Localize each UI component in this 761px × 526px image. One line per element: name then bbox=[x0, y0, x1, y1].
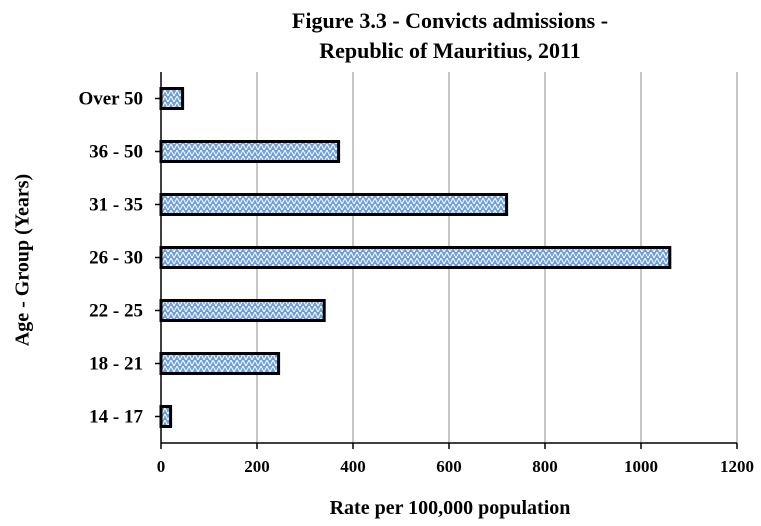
bar bbox=[159, 299, 326, 322]
chart-title-line-2: Republic of Mauritius, 2011 bbox=[319, 38, 581, 63]
y-tick-label: Over 50 bbox=[78, 89, 143, 110]
bar bbox=[159, 140, 341, 163]
x-tick-label: 600 bbox=[436, 457, 462, 476]
y-tick-label: 18 - 21 bbox=[89, 354, 143, 375]
x-tick-label: 400 bbox=[340, 457, 366, 476]
bar bbox=[159, 246, 672, 269]
x-tick-label: 0 bbox=[157, 457, 166, 476]
x-axis-label: Rate per 100,000 population bbox=[329, 497, 571, 519]
bar bbox=[159, 352, 281, 375]
x-tick-label: 1200 bbox=[720, 457, 754, 476]
bar bbox=[159, 87, 185, 110]
chart-title-line-1: Figure 3.3 - Convicts admissions - bbox=[291, 8, 609, 33]
y-axis-label: Age - Group (Years) bbox=[11, 173, 34, 347]
bar bbox=[159, 193, 509, 216]
y-tick-label: 26 - 30 bbox=[89, 248, 143, 269]
bar bbox=[159, 405, 173, 428]
x-tick-label: 200 bbox=[244, 457, 270, 476]
y-tick-label: 14 - 17 bbox=[89, 407, 143, 428]
x-tick-label: 800 bbox=[532, 457, 558, 476]
y-tick-label: 22 - 25 bbox=[89, 301, 143, 322]
y-tick-label: 31 - 35 bbox=[89, 195, 143, 216]
y-tick-label: 36 - 50 bbox=[89, 142, 143, 163]
x-tick-label: 1000 bbox=[624, 457, 658, 476]
